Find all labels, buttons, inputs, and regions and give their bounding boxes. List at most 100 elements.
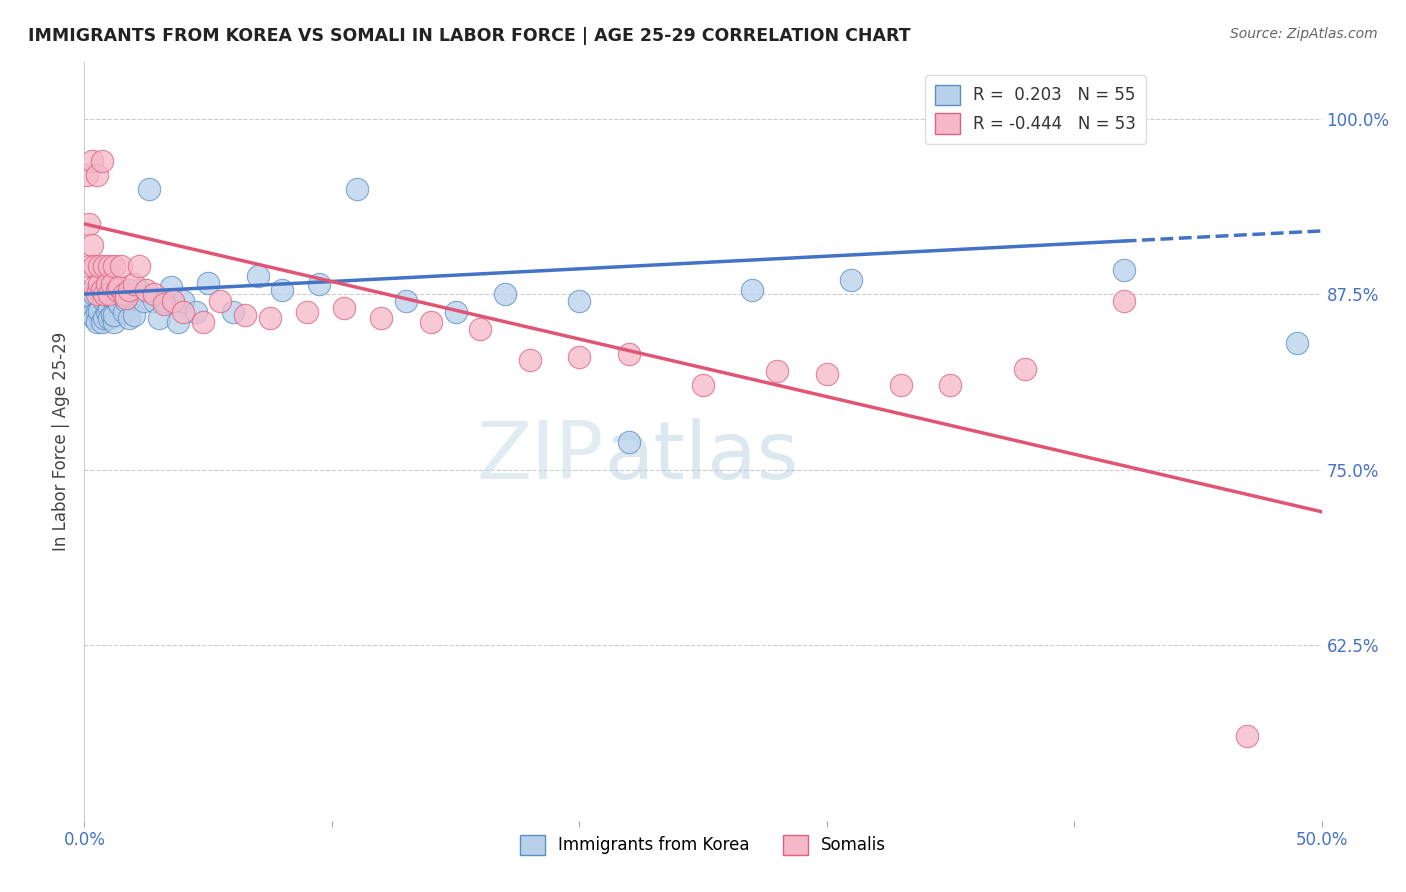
Point bbox=[167, 315, 190, 329]
Point bbox=[79, 217, 101, 231]
Point bbox=[96, 277, 118, 292]
Point bbox=[444, 305, 467, 319]
Point bbox=[209, 294, 232, 309]
Point bbox=[83, 287, 105, 301]
Point bbox=[98, 259, 121, 273]
Point bbox=[1112, 294, 1135, 309]
Point bbox=[142, 287, 165, 301]
Point bbox=[105, 283, 128, 297]
Point bbox=[79, 297, 101, 311]
Point bbox=[419, 315, 441, 329]
Point bbox=[105, 294, 128, 309]
Point bbox=[112, 305, 135, 319]
Point bbox=[120, 291, 142, 305]
Point bbox=[100, 308, 122, 322]
Point bbox=[939, 378, 962, 392]
Point bbox=[395, 294, 418, 309]
Point bbox=[152, 297, 174, 311]
Point bbox=[100, 277, 122, 292]
Point bbox=[246, 268, 269, 283]
Point bbox=[98, 301, 121, 315]
Point bbox=[138, 182, 160, 196]
Text: atlas: atlas bbox=[605, 417, 799, 496]
Point bbox=[1285, 336, 1308, 351]
Point bbox=[128, 283, 150, 297]
Point bbox=[132, 294, 155, 309]
Point bbox=[86, 287, 108, 301]
Point bbox=[86, 168, 108, 182]
Point bbox=[118, 283, 141, 297]
Point bbox=[815, 367, 838, 381]
Point bbox=[76, 168, 98, 182]
Point bbox=[1112, 263, 1135, 277]
Point bbox=[89, 277, 111, 292]
Point bbox=[160, 280, 183, 294]
Point bbox=[93, 259, 115, 273]
Point bbox=[98, 287, 121, 301]
Point bbox=[108, 280, 131, 294]
Point bbox=[103, 308, 125, 322]
Point bbox=[115, 294, 138, 309]
Point bbox=[79, 259, 101, 273]
Point bbox=[172, 294, 194, 309]
Legend: Immigrants from Korea, Somalis: Immigrants from Korea, Somalis bbox=[513, 828, 893, 862]
Point bbox=[110, 259, 132, 273]
Point bbox=[617, 347, 640, 361]
Point bbox=[89, 304, 111, 318]
Point bbox=[96, 291, 118, 305]
Point bbox=[112, 287, 135, 301]
Point bbox=[890, 378, 912, 392]
Point bbox=[741, 283, 763, 297]
Point bbox=[118, 310, 141, 325]
Point bbox=[494, 287, 516, 301]
Point bbox=[172, 305, 194, 319]
Point bbox=[617, 434, 640, 449]
Point bbox=[568, 351, 591, 365]
Point bbox=[90, 315, 112, 329]
Point bbox=[841, 273, 863, 287]
Point bbox=[122, 308, 145, 322]
Point bbox=[90, 283, 112, 297]
Point bbox=[470, 322, 492, 336]
Point bbox=[110, 287, 132, 301]
Text: Source: ZipAtlas.com: Source: ZipAtlas.com bbox=[1230, 27, 1378, 41]
Point bbox=[370, 310, 392, 325]
Point bbox=[96, 305, 118, 319]
Point bbox=[83, 310, 105, 325]
Point bbox=[93, 310, 115, 325]
Text: ZIP: ZIP bbox=[477, 417, 605, 496]
Point bbox=[233, 308, 256, 322]
Point bbox=[90, 287, 112, 301]
Point bbox=[90, 153, 112, 168]
Point bbox=[259, 310, 281, 325]
Point bbox=[295, 305, 318, 319]
Point bbox=[93, 287, 115, 301]
Point bbox=[89, 283, 111, 297]
Point bbox=[128, 259, 150, 273]
Point bbox=[308, 277, 330, 292]
Point bbox=[108, 297, 131, 311]
Point bbox=[692, 378, 714, 392]
Point bbox=[89, 259, 111, 273]
Point bbox=[346, 182, 368, 196]
Point bbox=[568, 294, 591, 309]
Point bbox=[76, 287, 98, 301]
Point bbox=[100, 291, 122, 305]
Point bbox=[83, 280, 105, 294]
Point bbox=[93, 294, 115, 309]
Point bbox=[135, 283, 157, 297]
Point bbox=[122, 277, 145, 292]
Point bbox=[1236, 730, 1258, 744]
Point bbox=[152, 294, 174, 309]
Point bbox=[162, 294, 184, 309]
Point bbox=[271, 283, 294, 297]
Point bbox=[103, 259, 125, 273]
Point bbox=[333, 301, 356, 315]
Point bbox=[80, 291, 103, 305]
Y-axis label: In Labor Force | Age 25-29: In Labor Force | Age 25-29 bbox=[52, 332, 70, 551]
Point bbox=[80, 153, 103, 168]
Point bbox=[191, 315, 214, 329]
Point bbox=[98, 310, 121, 325]
Point bbox=[115, 291, 138, 305]
Point bbox=[80, 308, 103, 322]
